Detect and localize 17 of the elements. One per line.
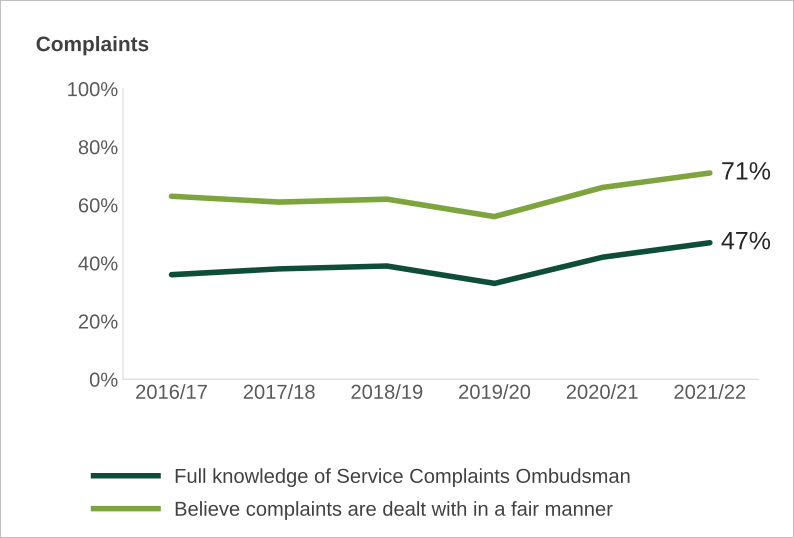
y-tick-label: 80% xyxy=(78,140,118,154)
x-tick-label: 2016/17 xyxy=(136,384,207,399)
data-label: 71% xyxy=(722,162,770,180)
x-tick-label: 2019/20 xyxy=(459,384,530,399)
y-tick-label: 100% xyxy=(68,82,118,96)
y-tick-label: 40% xyxy=(78,256,118,271)
y-tick-label: 0% xyxy=(90,372,118,387)
chart-title: Complaints xyxy=(36,36,148,56)
legend-label: Believe complaints are dealt with in a fair manner xyxy=(176,501,613,520)
legend-label: Full knowledge of Service Complaints Ombudsman xyxy=(176,468,630,488)
x-tick-label: 2018/19 xyxy=(351,384,422,399)
x-tick-label: 2017/18 xyxy=(244,384,315,399)
data-label: 47% xyxy=(722,232,770,250)
y-tick-label: 60% xyxy=(78,198,118,212)
y-tick-label: 20% xyxy=(78,314,118,329)
x-tick-label: 2021/22 xyxy=(674,384,746,399)
x-tick-label: 2020/21 xyxy=(566,384,638,399)
